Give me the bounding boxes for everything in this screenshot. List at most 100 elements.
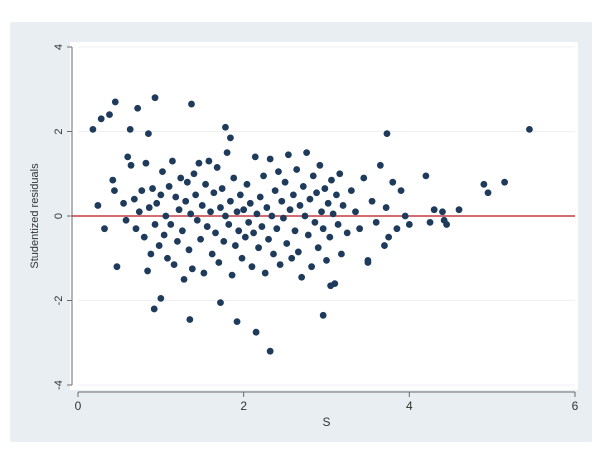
data-point [236,191,244,199]
data-point [319,225,327,233]
data-point [217,299,224,307]
data-point [94,202,102,209]
data-point [356,225,364,233]
data-point [177,174,185,182]
x-tick-label: 4 [406,399,413,413]
data-point [172,193,180,201]
data-point [284,151,292,159]
x-tick-label: 2 [240,399,247,413]
data-point [97,115,105,123]
data-point [240,206,248,214]
data-point [174,237,181,245]
data-point [153,199,161,207]
data-point [294,248,302,256]
data-point [397,187,405,195]
data-point [389,178,397,186]
data-point [258,223,266,230]
data-point [230,174,238,182]
data-point [215,259,223,266]
labels-layer: S Studentized residuals [29,163,331,429]
data-point [324,199,332,207]
data-point [484,189,492,197]
data-point [271,187,279,195]
data-point [185,246,193,254]
data-point [255,244,262,252]
data-point [526,125,533,133]
data-point [270,250,277,258]
data-point [220,237,228,245]
data-point [208,250,216,258]
data-point [251,153,259,161]
data-point [296,202,304,209]
data-point [382,204,390,211]
data-point [170,261,178,268]
data-point [328,176,335,184]
data-point [333,191,340,199]
data-point [321,185,329,192]
data-point [443,221,451,228]
data-point [364,259,372,266]
data-point [455,206,463,214]
y-tick-label: 4 [53,44,65,50]
data-point [283,240,291,247]
data-point [145,130,152,138]
data-point [286,206,294,214]
data-point [190,170,198,178]
data-point [281,178,289,186]
data-point [303,149,311,157]
data-point [233,208,241,216]
data-point [338,250,345,258]
data-point [352,208,359,216]
data-point [144,267,151,275]
data-point [401,212,409,220]
data-point [316,161,324,169]
data-point [109,176,117,184]
data-point [212,229,219,237]
data-point [275,168,282,176]
data-point [291,227,299,235]
data-point [323,256,330,264]
data-point [111,98,119,106]
data-point [193,216,201,224]
data-point [162,212,170,220]
data-point [385,233,393,241]
y-tick-label: 0 [53,213,65,219]
data-point [266,155,274,163]
data-point [140,233,148,241]
data-point [235,227,243,235]
data-point [145,204,153,211]
data-point [266,347,274,355]
data-point [124,153,132,161]
data-point [132,225,140,233]
data-point [207,208,214,216]
data-point [111,187,118,195]
data-point [186,316,194,323]
data-point [188,100,195,108]
data-point [180,275,188,283]
data-point [157,191,165,199]
data-point [319,311,327,319]
x-tick-label: 6 [572,399,579,413]
data-point [188,265,196,273]
data-point [347,187,355,195]
data-point [311,218,319,226]
data-point [218,185,226,192]
data-point [381,242,388,249]
data-point [263,204,271,211]
y-tick-label: -4 [53,380,65,390]
data-point [198,202,206,209]
data-point [130,195,138,203]
y-axis-label: Studentized residuals [29,163,41,269]
data-point [405,221,413,228]
data-point [228,271,236,279]
data-point [178,227,186,235]
data-point [151,221,159,228]
data-point [256,193,264,201]
y-tick-label: 2 [53,128,65,134]
data-point [304,231,312,239]
data-point [301,212,309,220]
data-point [101,225,108,233]
data-point [182,197,190,205]
